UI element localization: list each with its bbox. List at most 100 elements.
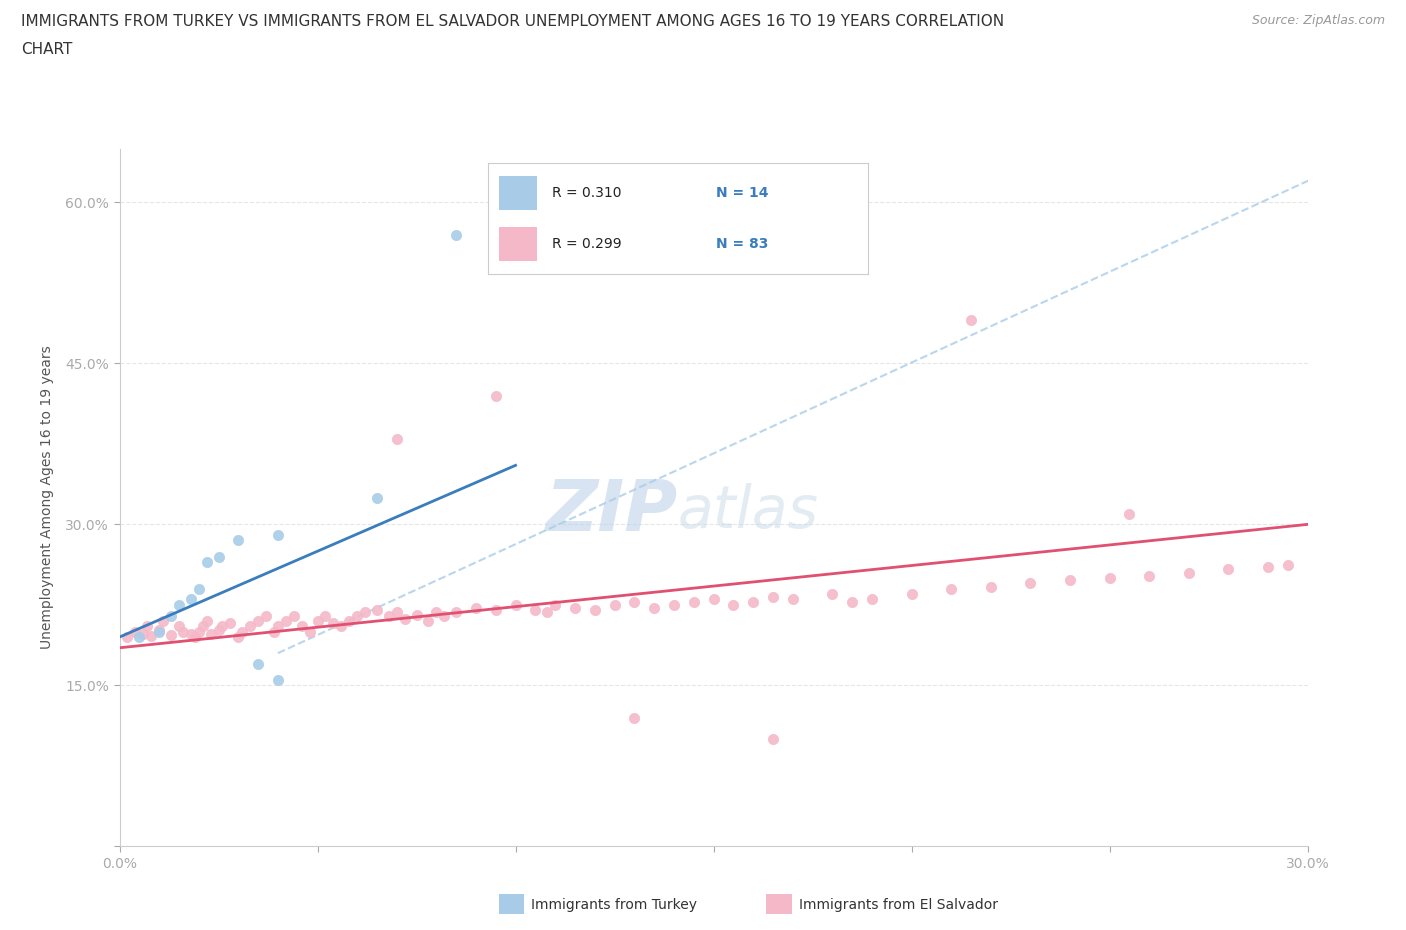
Point — [939, 581, 962, 596]
Point — [485, 603, 508, 618]
Point — [307, 614, 329, 629]
Point — [167, 618, 190, 633]
Point — [160, 608, 183, 623]
Point — [200, 627, 222, 642]
Point — [239, 618, 262, 633]
Point — [702, 592, 725, 607]
Point — [425, 604, 447, 619]
Point — [195, 614, 218, 629]
Point — [583, 603, 606, 618]
Point — [762, 732, 785, 747]
Point — [267, 672, 290, 687]
Point — [723, 597, 745, 612]
Y-axis label: Unemployment Among Ages 16 to 19 years: Unemployment Among Ages 16 to 19 years — [41, 346, 53, 649]
Text: ZIP: ZIP — [546, 477, 678, 546]
Point — [394, 611, 416, 626]
Point — [782, 592, 804, 607]
Point — [346, 608, 368, 623]
Point — [385, 432, 408, 446]
Point — [124, 624, 146, 639]
Point — [187, 581, 209, 596]
Point — [291, 618, 314, 633]
Point — [172, 624, 194, 639]
Point — [841, 594, 863, 609]
Point — [444, 227, 467, 242]
Point — [207, 622, 229, 637]
Point — [662, 597, 685, 612]
Point — [366, 490, 388, 505]
Point — [117, 630, 139, 644]
Point — [980, 579, 1002, 594]
Point — [148, 624, 170, 639]
Point — [405, 607, 427, 622]
Point — [385, 604, 408, 619]
Point — [228, 630, 250, 644]
Text: CHART: CHART — [21, 42, 73, 57]
Point — [623, 711, 645, 725]
Point — [1137, 568, 1160, 583]
Point — [128, 630, 150, 644]
Point — [152, 614, 174, 629]
Point — [1257, 560, 1279, 575]
Point — [623, 594, 645, 609]
Point — [207, 549, 229, 564]
Point — [195, 554, 218, 569]
Point — [191, 618, 214, 633]
Text: Immigrants from El Salvador: Immigrants from El Salvador — [799, 897, 998, 912]
Point — [231, 624, 253, 639]
Point — [433, 608, 456, 623]
Point — [1019, 576, 1042, 591]
Point — [247, 614, 270, 629]
Point — [322, 616, 344, 631]
Point — [762, 590, 785, 604]
Point — [141, 629, 163, 644]
Point — [184, 630, 207, 644]
Point — [1218, 562, 1240, 577]
Point — [1277, 558, 1299, 573]
Point — [337, 614, 360, 629]
Point — [524, 603, 547, 618]
Point — [160, 628, 183, 643]
Point — [900, 587, 922, 602]
Point — [187, 624, 209, 639]
Point — [211, 618, 233, 633]
Text: Source: ZipAtlas.com: Source: ZipAtlas.com — [1251, 14, 1385, 27]
Text: Immigrants from Turkey: Immigrants from Turkey — [531, 897, 697, 912]
Point — [132, 627, 155, 642]
Point — [254, 608, 277, 623]
Point — [1098, 571, 1121, 586]
Point — [960, 313, 983, 328]
Point — [821, 587, 844, 602]
Point — [263, 624, 285, 639]
Point — [167, 597, 190, 612]
Text: IMMIGRANTS FROM TURKEY VS IMMIGRANTS FROM EL SALVADOR UNEMPLOYMENT AMONG AGES 16: IMMIGRANTS FROM TURKEY VS IMMIGRANTS FRO… — [21, 14, 1004, 29]
Point — [1118, 506, 1140, 521]
Point — [180, 592, 202, 607]
Point — [464, 601, 488, 616]
Point — [354, 604, 377, 619]
Point — [682, 594, 704, 609]
Point — [544, 597, 567, 612]
Point — [742, 594, 765, 609]
Point — [643, 601, 665, 616]
Point — [283, 608, 305, 623]
Point — [267, 527, 290, 542]
Point — [378, 608, 401, 623]
Point — [366, 603, 388, 618]
Point — [485, 388, 508, 403]
Point — [180, 627, 202, 642]
Point — [444, 604, 467, 619]
Point — [330, 618, 353, 633]
Point — [1178, 565, 1201, 580]
Point — [536, 604, 558, 619]
Point — [418, 614, 440, 629]
Point — [247, 657, 270, 671]
Point — [274, 614, 297, 629]
Point — [219, 616, 242, 631]
Point — [564, 601, 586, 616]
Point — [267, 618, 290, 633]
Point — [228, 533, 250, 548]
Point — [505, 597, 527, 612]
Point — [136, 618, 159, 633]
Point — [298, 624, 321, 639]
